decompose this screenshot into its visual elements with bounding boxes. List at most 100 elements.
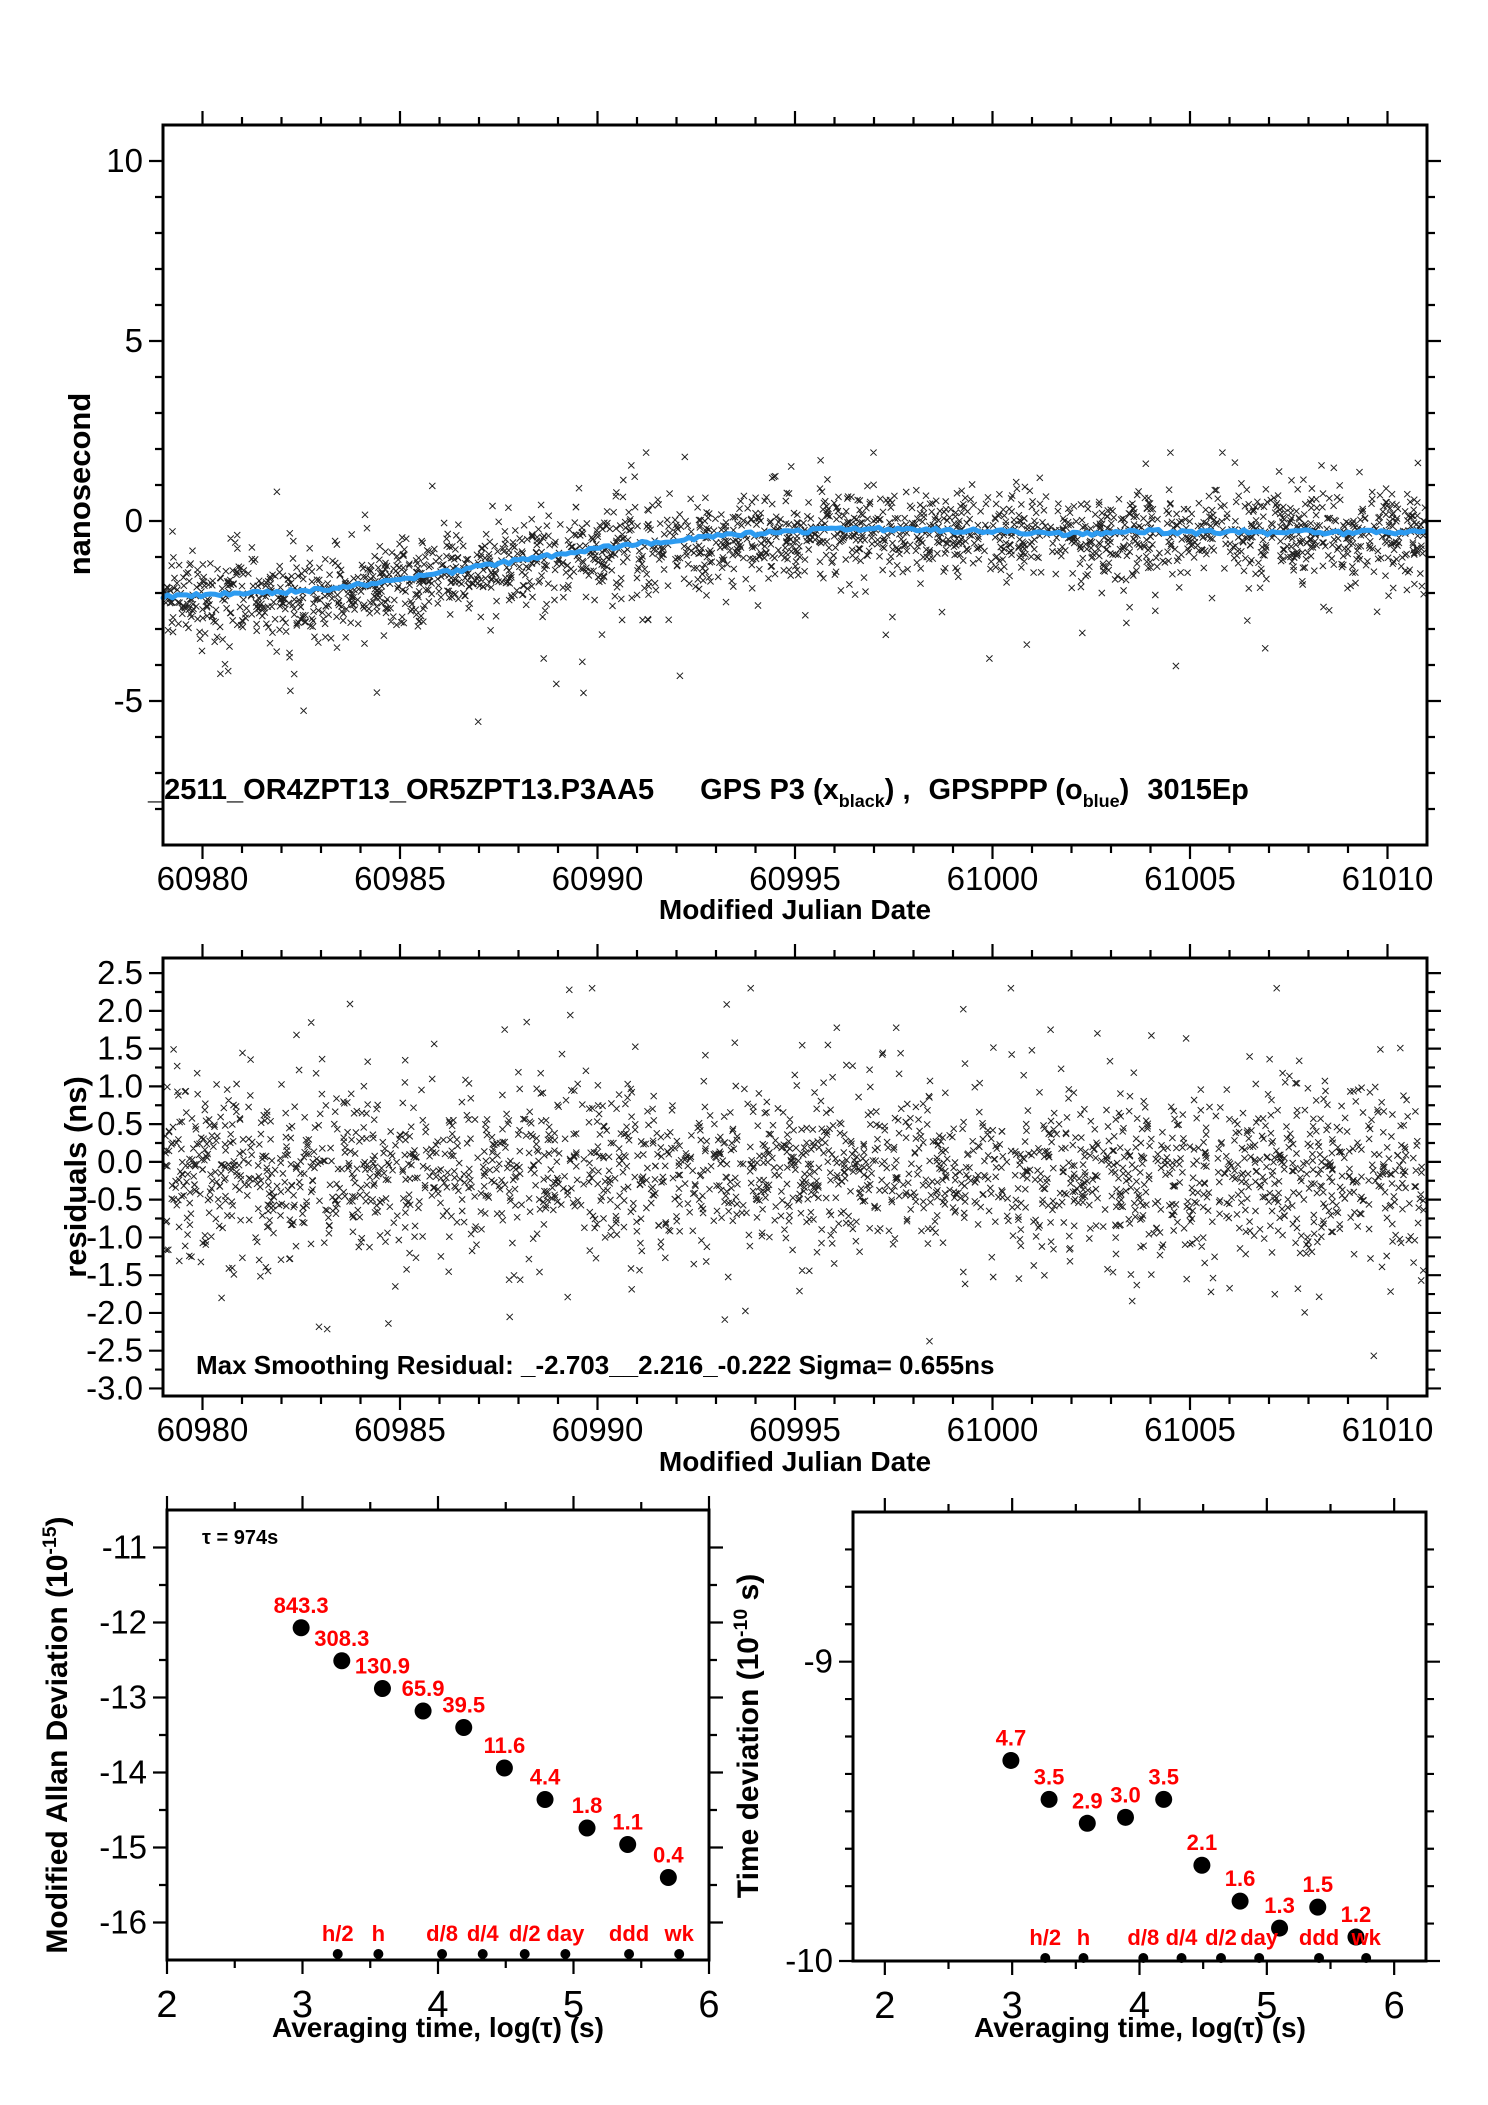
middle-x-axis-title: Modified Julian Date	[658, 1446, 932, 1477]
calendar-mark-label: d/4	[1166, 1925, 1199, 1950]
top-annotation: _2511_OR4ZPT13_OR5ZPT13.P3AA5 GPS P3 (xbl…	[148, 774, 1249, 812]
mdev-x-axis-title: Averaging time, log(τ) (s)	[272, 2012, 604, 2043]
y-tick-label: -3.0	[86, 1369, 143, 1406]
y-tick-label: -11	[102, 1529, 147, 1566]
data-point	[1002, 1751, 1020, 1769]
calendar-mark-label: d/4	[467, 1921, 500, 1946]
data-point	[1271, 1919, 1289, 1937]
data-point	[619, 1836, 637, 1853]
data-point	[659, 1869, 677, 1886]
y-tick-label: 1.5	[97, 1030, 143, 1067]
panel-gps_comparison: 60980 60985 60990 60995 61000 61005 61010 10 5 0 -…	[106, 111, 1441, 897]
calendar-mark-label: h/2	[1029, 1925, 1061, 1950]
mdev-y-title-suffix: )	[40, 1516, 74, 1527]
data-point-value-label: 1.6	[1225, 1866, 1256, 1891]
calendar-mark-dot	[674, 1949, 685, 1959]
data-point-value-label: 11.6	[484, 1733, 526, 1758]
data-point-value-label: 65.9	[402, 1676, 445, 1701]
y-tick-label: 1.0	[97, 1067, 143, 1104]
y-tick-label: 10	[106, 142, 143, 179]
calendar-mark-label: wk	[1350, 1925, 1381, 1950]
data-point	[1309, 1898, 1327, 1916]
y-tick-label: -15	[99, 1829, 147, 1866]
data-point-value-label: 4.7	[996, 1725, 1027, 1750]
x-tick-label: 61005	[1144, 1411, 1236, 1448]
panel-residuals: 60980 60985 60990 60995 61000 61005 61010 2.52.…	[86, 944, 1441, 1448]
x-tick-label: 60990	[552, 1411, 644, 1448]
x-tick-label: 4	[427, 1984, 448, 2026]
axis-ticks-mdev	[153, 1496, 723, 1974]
x-tick-label: 6	[1384, 1985, 1405, 2027]
plot-frame-gps_comparison	[161, 123, 1429, 847]
data-point	[333, 1652, 351, 1670]
data-point	[1078, 1814, 1096, 1832]
data-point	[578, 1819, 596, 1837]
calendar-mark-label: ddd	[1299, 1925, 1339, 1950]
data-point	[1116, 1808, 1134, 1826]
x-tick-label: 5	[563, 1984, 584, 2026]
trend-line-blue	[160, 524, 1427, 601]
x-tick-label: 5	[1256, 1985, 1277, 2027]
panel-tdev: 2 3 4 5 6 -9 -10 4.7 3.5 2.9 3.0 3.5 2.1 1.6 1.3 1.5 1.2…	[785, 1498, 1440, 2027]
data-point	[1231, 1892, 1249, 1910]
calendar-mark-label: h/2	[322, 1921, 354, 1946]
x-tick-label: 2	[156, 1984, 177, 2026]
x-tick-label: 6	[698, 1984, 719, 2026]
calendar-mark-label: day	[546, 1921, 585, 1946]
axis-ticks-gps_comparison	[149, 111, 1441, 859]
calendar-mark-label: d/8	[1127, 1925, 1159, 1950]
data-point-value-label: 1.5	[1302, 1872, 1333, 1897]
y-tick-label: 2.5	[97, 954, 143, 991]
calendar-mark-label: d/2	[509, 1921, 541, 1946]
y-tick-label: -2.0	[86, 1294, 143, 1331]
y-tick-label: -10	[785, 1942, 833, 1979]
data-point	[1347, 1928, 1365, 1946]
y-tick-label: 0.0	[97, 1143, 143, 1180]
axis-ticks-tdev	[839, 1498, 1440, 1975]
data-point-value-label: 1.2	[1341, 1902, 1372, 1927]
y-tick-label: 0	[125, 502, 143, 539]
data-point-value-label: 39.5	[442, 1693, 485, 1718]
series2-suffix: )	[1119, 774, 1130, 806]
series2-label: GPSPPP (o	[928, 774, 1083, 806]
x-tick-label: 60980	[157, 860, 249, 897]
middle-y-axis-title: residuals (ns)	[58, 1076, 93, 1278]
data-point-value-label: 3.5	[1034, 1764, 1065, 1789]
data-point-value-label: 3.5	[1148, 1764, 1179, 1789]
data-point	[536, 1791, 554, 1808]
plot-frame-mdev	[165, 1508, 711, 1962]
mdev-y-axis-title: Modified Allan Deviation (10-15)	[39, 1516, 75, 1953]
x-tick-label: 61010	[1342, 1411, 1434, 1448]
y-tick-label: -5	[114, 682, 143, 719]
y-tick-label: -1.5	[86, 1256, 143, 1293]
tau-annotation: τ = 974s	[202, 1527, 279, 1549]
calendar-mark-dot	[624, 1949, 635, 1959]
data-point	[292, 1619, 310, 1637]
epoch-label: 3015Ep	[1147, 774, 1249, 806]
axis-ticks-residuals	[149, 944, 1441, 1410]
scatter-residuals	[161, 984, 1428, 1360]
calendar-mark-label: wk	[664, 1921, 695, 1946]
data-point-value-label: 130.9	[355, 1654, 410, 1679]
data-point-value-label: 2.9	[1072, 1788, 1103, 1813]
y-tick-label: -2.5	[86, 1332, 143, 1369]
y-tick-label: -16	[99, 1904, 147, 1941]
top-x-axis-title: Modified Julian Date	[658, 894, 932, 925]
x-tick-label: 60980	[157, 1411, 249, 1448]
x-tick-label: 61000	[947, 860, 1039, 897]
x-tick-label: 2	[874, 1985, 895, 2027]
tdev-y-title-exponent: -10	[730, 1608, 753, 1637]
calendar-mark-dot	[373, 1949, 384, 1959]
scatter-gps_comparison	[161, 449, 1429, 726]
data-point-value-label: 1.8	[572, 1793, 603, 1818]
y-tick-label: -14	[99, 1754, 147, 1791]
x-tick-label: 60995	[749, 860, 841, 897]
data-point	[1040, 1790, 1058, 1808]
data-point	[495, 1759, 513, 1777]
top-y-axis-title: nanosecond	[62, 392, 97, 576]
calendar-mark-label: d/2	[1205, 1925, 1237, 1950]
calendar-mark-label: d/8	[426, 1921, 458, 1946]
data-point-value-label: 3.0	[1110, 1782, 1141, 1807]
tdev-y-title-text: Time deviation (10	[731, 1637, 765, 1899]
data-point	[1155, 1790, 1173, 1808]
